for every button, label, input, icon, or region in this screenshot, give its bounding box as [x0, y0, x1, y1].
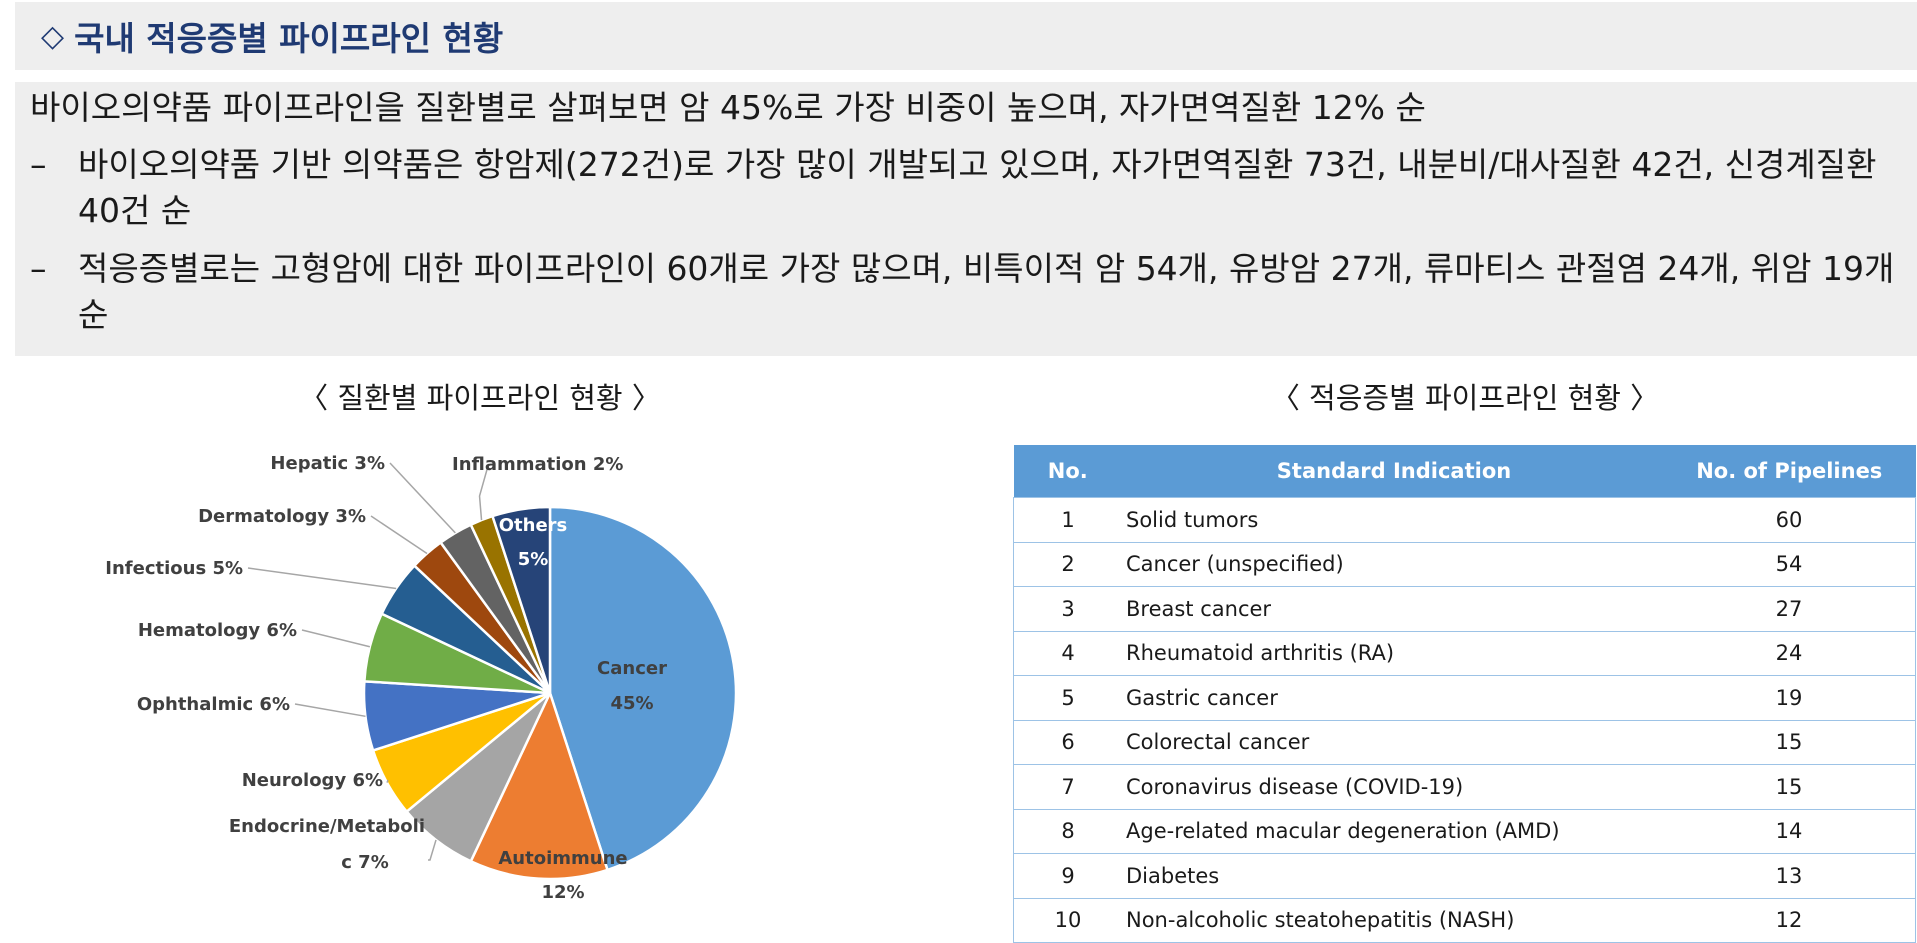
pipeline-count: 19	[1663, 675, 1916, 721]
table-row: 5 Gastric cancer 19	[1013, 675, 1916, 721]
summary-bullet: – 적응증별로는 고형암에 대한 파이프라인이 60개로 가장 많으며, 비특이…	[30, 246, 1910, 338]
table-row: 10 Non-alcoholic steatohepatitis (NASH) 12	[1013, 897, 1916, 943]
table-row: 7 Coronavirus disease (COVID-19) 15	[1013, 764, 1916, 810]
summary-bullet: – 바이오의약품 기반 의약품은 항암제(272건)로 가장 많이 개발되고 있…	[30, 142, 1910, 234]
column-header: No. of Pipelines	[1663, 445, 1916, 498]
row-number: 6	[1013, 719, 1122, 765]
slice-label: Endocrine/Metaboli	[229, 816, 425, 837]
leader-line	[478, 465, 489, 521]
indication-name: Coronavirus disease (COVID-19)	[1122, 764, 1663, 810]
row-number: 1	[1013, 497, 1122, 543]
table-title: 〈 적응증별 파이프라인 현황 〉	[1270, 381, 1660, 415]
pipeline-count: 13	[1663, 853, 1916, 899]
bullet-text: 적응증별로는 고형암에 대한 파이프라인이 60개로 가장 많으며, 비특이적 …	[78, 249, 1895, 334]
leader-line	[247, 567, 397, 590]
indication-name: Age-related macular degeneration (AMD)	[1122, 808, 1663, 854]
pie-slice	[490, 505, 552, 694]
table-row: 6 Colorectal cancer 15	[1013, 719, 1916, 765]
pipeline-count: 14	[1663, 808, 1916, 854]
row-number: 4	[1013, 630, 1122, 676]
row-number: 9	[1013, 853, 1122, 899]
slice-label: c 7%	[341, 852, 389, 873]
slice-label: Cancer	[597, 658, 667, 679]
leader-line	[370, 515, 428, 555]
table-header-row: No. Standard Indication No. of Pipelines	[1013, 445, 1916, 498]
table-row: 1 Solid tumors 60	[1013, 497, 1916, 543]
leader-line	[389, 462, 456, 534]
section-title: 국내 적응증별 파이프라인 현황	[74, 19, 504, 58]
pipeline-count: 54	[1663, 541, 1916, 587]
pipeline-count: 60	[1663, 497, 1916, 543]
bullet-dash: –	[30, 249, 47, 288]
table-row: 2 Cancer (unspecified) 54	[1013, 541, 1916, 587]
summary-lead: 바이오의약품 파이프라인을 질환별로 살펴보면 암 45%로 가장 비중이 높으…	[30, 88, 1426, 127]
indication-name: Breast cancer	[1122, 586, 1663, 632]
pie-chart-title: 〈 질환별 파이프라인 현황 〉	[299, 381, 661, 415]
row-number: 3	[1013, 586, 1122, 632]
indication-table: No. Standard Indication No. of Pipelines…	[1013, 445, 1916, 943]
table-row: 4 Rheumatoid arthritis (RA) 24	[1013, 630, 1916, 676]
summary-box: 바이오의약품 파이프라인을 질환별로 살펴보면 암 45%로 가장 비중이 높으…	[15, 82, 1917, 356]
slice-label: 12%	[541, 882, 584, 903]
row-number: 8	[1013, 808, 1122, 854]
pipeline-count: 24	[1663, 630, 1916, 676]
indication-name: Solid tumors	[1122, 497, 1663, 543]
indication-name: Non-alcoholic steatohepatitis (NASH)	[1122, 897, 1663, 943]
pie-slice	[548, 505, 738, 872]
indication-name: Colorectal cancer	[1122, 719, 1663, 765]
slice-label: Autoimmune	[498, 848, 627, 869]
slice-label: Dermatology 3%	[198, 506, 366, 527]
slice-label: 45%	[610, 693, 653, 714]
pipeline-count: 27	[1663, 586, 1916, 632]
indication-name: Diabetes	[1122, 853, 1663, 899]
table-row: 3 Breast cancer 27	[1013, 586, 1916, 632]
pipeline-count: 12	[1663, 897, 1916, 943]
leader-line	[301, 629, 371, 648]
slice-label: Others	[499, 515, 568, 536]
slice-label: Neurology 6%	[242, 770, 383, 791]
table-row: 8 Age-related macular degeneration (AMD) 1…	[1013, 808, 1916, 854]
slice-label: Hematology 6%	[138, 620, 297, 641]
indication-name: Cancer (unspecified)	[1122, 541, 1663, 587]
row-number: 7	[1013, 764, 1122, 810]
leader-line	[428, 839, 437, 861]
leader-line	[294, 703, 366, 718]
slice-label: Ophthalmic 6%	[137, 694, 290, 715]
slice-label: Inflammation 2%	[452, 454, 623, 475]
row-number: 2	[1013, 541, 1122, 587]
leader-line	[386, 779, 389, 783]
slice-label: 5%	[518, 549, 549, 570]
row-number: 10	[1013, 897, 1122, 943]
pipeline-count: 15	[1663, 719, 1916, 765]
diamond-outline-icon: ◇	[41, 18, 65, 54]
indication-name: Gastric cancer	[1122, 675, 1663, 721]
pie-chart: Cancer 45% Autoimmune 12% Endocrine/Metaboli…	[105, 453, 738, 903]
bullet-text: 바이오의약품 기반 의약품은 항암제(272건)로 가장 많이 개발되고 있으며…	[78, 145, 1877, 230]
indication-name: Rheumatoid arthritis (RA)	[1122, 630, 1663, 676]
slice-label: Hepatic 3%	[270, 453, 385, 474]
pipeline-count: 15	[1663, 764, 1916, 810]
pie-slice	[469, 689, 610, 881]
column-header: No.	[1013, 445, 1122, 498]
bullet-dash: –	[30, 145, 47, 184]
slice-label: Infectious 5%	[105, 558, 243, 579]
section-header: ◇ 국내 적응증별 파이프라인 현황	[15, 2, 1917, 70]
column-header: Standard Indication	[1122, 445, 1663, 498]
table-row: 9 Diabetes 13	[1013, 853, 1916, 899]
row-number: 5	[1013, 675, 1122, 721]
